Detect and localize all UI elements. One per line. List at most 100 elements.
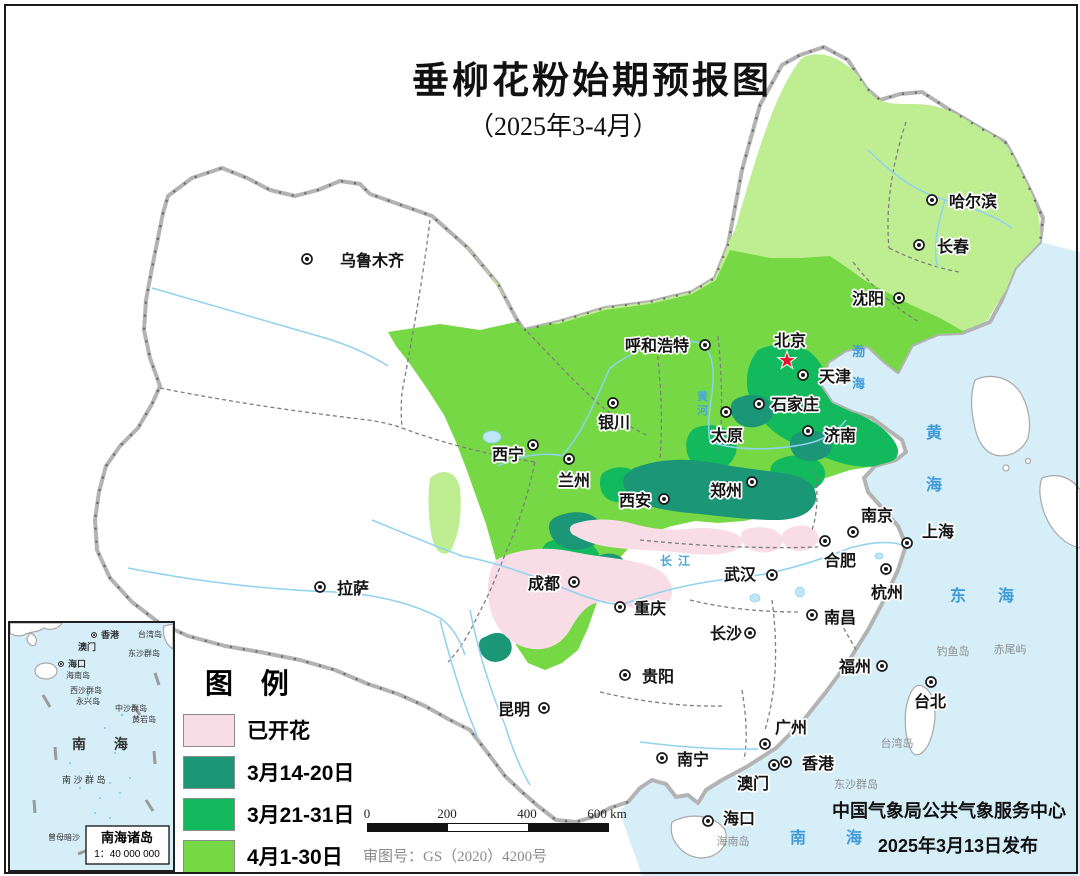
inset-label: 西沙群岛 xyxy=(70,685,102,695)
scale-tick: 600 km xyxy=(587,806,627,821)
publisher-credit: 中国气象局公共气象服务中心 2025年3月13日发布 xyxy=(832,797,1066,858)
city-西宁: 西宁 xyxy=(490,439,539,466)
city-label: 郑州 xyxy=(710,481,742,500)
city-武汉: 武汉 xyxy=(722,563,778,586)
island-label: 东沙群岛 xyxy=(834,777,878,791)
legend-item: 3月21-31日 xyxy=(183,797,355,831)
city-label: 银川 xyxy=(598,413,630,432)
legend-label: 4月1-30日 xyxy=(247,846,343,869)
scale-tick: 200 xyxy=(437,806,457,821)
scale-tick: 400 xyxy=(517,806,537,821)
inset-label: 海南岛 xyxy=(66,670,90,680)
sea-label: 东海 xyxy=(950,586,1046,605)
city-label: 贵阳 xyxy=(642,667,674,686)
city-label: 天津 xyxy=(819,368,851,386)
city-石家庄: 石家庄 xyxy=(753,393,821,416)
sea-label: 南海 xyxy=(790,828,902,847)
city-南宁: 南宁 xyxy=(656,748,711,771)
city-label: 重庆 xyxy=(634,599,666,618)
inset-title-box xyxy=(85,825,170,865)
capital-star-icon: ★ xyxy=(778,350,796,372)
scale-bar-segments xyxy=(367,823,609,832)
city-澳门: 澳门 xyxy=(735,759,780,795)
publisher-name: 中国气象局公共气象服务中心 xyxy=(832,801,1066,821)
scale-tick-labels: 0 200 400 600 km xyxy=(363,806,667,823)
city-郑州: 郑州 xyxy=(708,476,758,502)
province-boundaries xyxy=(159,121,960,761)
city-杭州: 杭州 xyxy=(869,563,905,604)
city-label: 海口 xyxy=(723,809,755,828)
inset-scale: 1：40 000 000 xyxy=(94,849,160,860)
city-label: 澳门 xyxy=(737,774,769,793)
city-label: 长春 xyxy=(937,237,970,256)
legend-swatch xyxy=(183,755,235,789)
city-长沙: 长沙 xyxy=(708,622,756,645)
legend-item: 4月1-30日 xyxy=(183,839,354,873)
island-label: 台湾岛 xyxy=(881,736,914,750)
city-label: 西宁 xyxy=(492,445,524,464)
river-label: 长江 xyxy=(660,553,696,568)
legend-item: 3月14-20日 xyxy=(183,755,355,789)
inset-label: 香港 xyxy=(100,629,120,640)
city-北京: ★北京 xyxy=(772,329,808,373)
city-label: 台北 xyxy=(914,692,946,711)
inset-label: 黄岩岛 xyxy=(132,714,156,724)
city-label: 兰州 xyxy=(558,471,590,490)
city-成都: 成都 xyxy=(526,572,580,595)
city-label: 南京 xyxy=(861,506,893,525)
korea-landmass xyxy=(971,375,1031,457)
inset-label: 曾母暗沙 xyxy=(48,832,80,842)
city-label: 福州 xyxy=(838,657,871,676)
city-合肥: 合肥 xyxy=(819,535,858,572)
city-贵阳: 贵阳 xyxy=(619,665,676,688)
city-南昌: 南昌 xyxy=(806,606,858,629)
city-银川: 银川 xyxy=(596,397,632,434)
city-广州: 广州 xyxy=(759,716,809,750)
city-香港: 香港 xyxy=(780,752,837,775)
city-西安: 西安 xyxy=(617,489,670,512)
japan-landmass xyxy=(1039,475,1080,549)
city-拉萨: 拉萨 xyxy=(314,577,371,600)
inset-label: 澳门 xyxy=(78,641,96,652)
legend-label: 3月14-20日 xyxy=(247,762,355,785)
city-太原: 太原 xyxy=(708,406,745,447)
legend-label: 3月21-31日 xyxy=(247,804,355,827)
city-label: 呼和浩特 xyxy=(625,336,689,355)
sea-area xyxy=(620,242,1080,876)
inset-label: 中沙群岛 xyxy=(115,703,147,713)
legend-label: 已开花 xyxy=(247,720,310,743)
sea-label: 渤海 xyxy=(852,344,865,391)
city-label: 北京 xyxy=(774,331,806,350)
city-呼和浩特: 呼和浩特 xyxy=(623,334,711,357)
hainan-island xyxy=(670,815,727,859)
island-label: 赤尾屿 xyxy=(994,643,1027,656)
city-label: 乌鲁木齐 xyxy=(340,251,405,270)
island-label: 海南岛 xyxy=(717,834,750,848)
city-label: 成都 xyxy=(528,574,560,593)
city-label: 太原 xyxy=(710,426,743,445)
city-label: 上海 xyxy=(922,522,954,541)
city-济南: 济南 xyxy=(802,424,858,447)
legend-swatch xyxy=(183,839,235,873)
city-福州: 福州 xyxy=(836,655,888,678)
south-china-sea-inset: 香港 澳门 台湾岛 东沙群岛 海口 海南岛 西沙群岛 永兴岛 中沙群岛 黄岩岛南 海南 沙 群 岛… xyxy=(8,621,175,872)
border-tick-marks xyxy=(93,45,1045,824)
forecast-zones xyxy=(388,54,1041,670)
publish-date: 2025年3月13日发布 xyxy=(877,836,1038,856)
inset-title: 南海诸岛 xyxy=(101,830,153,845)
scale-tick: 0 xyxy=(363,806,371,821)
legend-swatch xyxy=(183,713,235,747)
city-label: 香港 xyxy=(801,754,835,773)
city-label: 昆明 xyxy=(498,701,530,719)
city-天津: 天津 xyxy=(797,366,853,388)
inset-label: 台湾岛 xyxy=(138,629,162,639)
city-label: 西安 xyxy=(619,491,651,510)
